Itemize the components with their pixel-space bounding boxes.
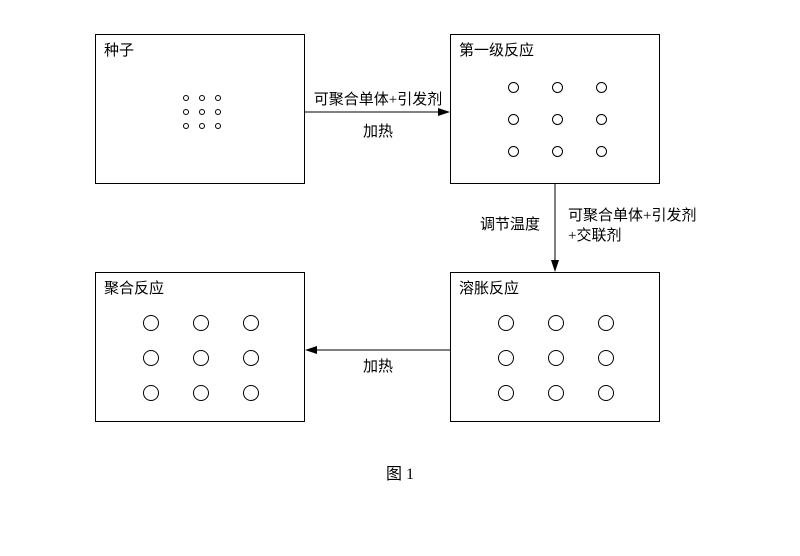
- swelling-dot: [548, 385, 564, 401]
- swelling-dot: [548, 315, 564, 331]
- seed-dot: [215, 123, 221, 129]
- arrow-swelling-polymer-label: 加热: [308, 355, 448, 376]
- figure-label: 图 1: [360, 460, 440, 484]
- polymer-dot: [143, 350, 159, 366]
- arrow-seed-first-label-top: 可聚合单体+引发剂: [308, 88, 448, 109]
- swelling-dot: [498, 315, 514, 331]
- polymer-dot: [193, 315, 209, 331]
- swelling-dot: [498, 385, 514, 401]
- polymer-dot: [193, 350, 209, 366]
- arrow-first-swelling-label-left: 调节温度: [480, 213, 540, 234]
- swelling-dot: [548, 350, 564, 366]
- swelling-dot: [598, 350, 614, 366]
- seed-dot: [183, 109, 189, 115]
- swelling-dot: [598, 385, 614, 401]
- swelling-dot: [598, 315, 614, 331]
- stage-swelling-grid: [481, 305, 631, 410]
- polymer-dot: [143, 385, 159, 401]
- polymer-dot: [193, 385, 209, 401]
- stage-first-grid: [491, 71, 623, 167]
- arrow-first-to-swelling-icon: [549, 184, 561, 272]
- seed-dot: [199, 109, 205, 115]
- arrow-first-swelling-label-right2: +交联剂: [568, 224, 621, 245]
- stage-seed-title: 种子: [104, 39, 134, 60]
- first-dot: [596, 146, 607, 157]
- arrow-first-swelling-label-right1: 可聚合单体+引发剂: [568, 204, 696, 225]
- diagram-canvas: 种子 第一级反应 溶胀反应: [0, 0, 800, 556]
- polymer-dot: [243, 385, 259, 401]
- swelling-dot: [498, 350, 514, 366]
- first-dot: [508, 82, 519, 93]
- seed-dot: [183, 123, 189, 129]
- seed-dot: [183, 95, 189, 101]
- seed-dot: [199, 95, 205, 101]
- polymer-dot: [143, 315, 159, 331]
- stage-swelling: 溶胀反应: [450, 272, 660, 422]
- stage-seed: 种子: [95, 34, 305, 184]
- stage-polymer-title: 聚合反应: [104, 277, 164, 298]
- stage-polymer: 聚合反应: [95, 272, 305, 422]
- seed-dot: [215, 109, 221, 115]
- first-dot: [552, 82, 563, 93]
- first-dot: [552, 146, 563, 157]
- first-dot: [596, 114, 607, 125]
- polymer-dot: [243, 315, 259, 331]
- stage-swelling-title: 溶胀反应: [459, 277, 519, 298]
- stage-polymer-grid: [126, 305, 276, 410]
- stage-first-title: 第一级反应: [459, 39, 534, 60]
- polymer-dot: [243, 350, 259, 366]
- seed-dot: [199, 123, 205, 129]
- stage-first: 第一级反应: [450, 34, 660, 184]
- first-dot: [508, 114, 519, 125]
- stage-seed-grid: [178, 91, 226, 133]
- arrow-seed-first-label-bottom: 加热: [308, 120, 448, 141]
- first-dot: [596, 82, 607, 93]
- seed-dot: [215, 95, 221, 101]
- first-dot: [552, 114, 563, 125]
- first-dot: [508, 146, 519, 157]
